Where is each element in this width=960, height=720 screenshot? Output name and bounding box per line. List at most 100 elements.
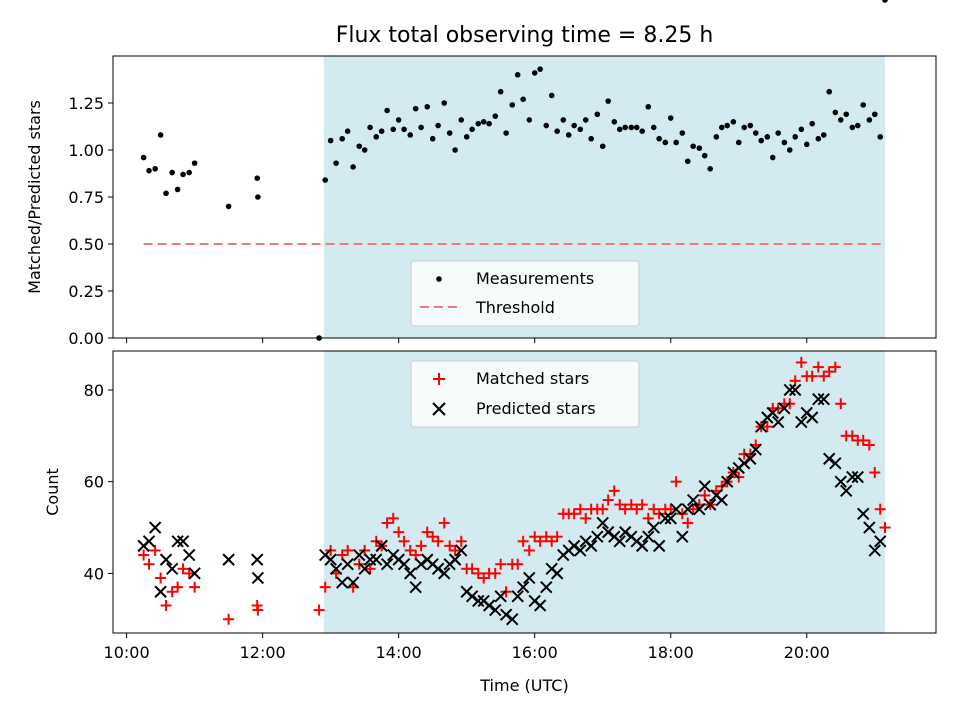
- matched-star-point: [857, 434, 869, 446]
- predicted-star-point: [482, 599, 496, 612]
- predicted-star-point: [698, 480, 711, 493]
- measurement-point: [718, 124, 725, 131]
- measurement-point: [463, 134, 470, 140]
- matched-star-point: [415, 540, 427, 552]
- predicted-star-point: [567, 539, 581, 553]
- measurement-point: [446, 130, 453, 136]
- predicted-star-point: [324, 553, 337, 566]
- measurement-point: [180, 171, 186, 178]
- measurement-point: [424, 103, 431, 110]
- measurement-point: [696, 145, 703, 151]
- predicted-star-point: [754, 420, 768, 433]
- measurement-point: [616, 126, 623, 133]
- top-panel: 0.00 0.25 0.50 0.75 1.00 1.25 Flux total obse…: [25, 0, 937, 348]
- matched-star-point: [393, 526, 405, 538]
- measurement-point: [322, 177, 329, 183]
- measurement-point: [775, 130, 782, 136]
- matched-star-point: [387, 512, 399, 524]
- measurement-point: [554, 128, 560, 134]
- predicted-star-point: [341, 558, 354, 571]
- predicted-star-point: [465, 590, 479, 603]
- legend-threshold-label: Threshold: [475, 298, 555, 317]
- legend-predicted-marker: [432, 402, 446, 416]
- matched-star-point: [183, 567, 195, 579]
- predicted-star-point: [171, 535, 184, 548]
- measurement-point: [781, 139, 788, 146]
- measurement-point: [798, 126, 805, 133]
- measurement-point: [475, 120, 482, 127]
- measurement-point: [548, 92, 555, 99]
- measurement-point: [384, 107, 390, 114]
- predicted-star-point: [431, 562, 445, 576]
- matched-star-point: [438, 517, 450, 529]
- matched-star-point: [523, 544, 535, 556]
- predicted-star-point: [222, 553, 235, 566]
- predicted-star-point: [863, 521, 876, 534]
- measurement-point: [645, 103, 652, 110]
- predicted-star-point: [596, 516, 609, 530]
- predicted-star-point: [574, 544, 587, 557]
- measurement-point: [401, 126, 407, 133]
- measurement-point: [679, 130, 686, 136]
- measurement-point: [560, 117, 567, 123]
- matched-star-point: [806, 370, 818, 382]
- predicted-star-point: [455, 544, 468, 557]
- predicted-star-point: [142, 535, 156, 548]
- predicted-star-point: [744, 452, 757, 465]
- measurement-point: [730, 119, 737, 125]
- matched-star-point: [608, 485, 620, 497]
- top-y-tick-label: 0.25: [68, 282, 104, 301]
- measurement-point: [531, 70, 538, 76]
- measurement-point: [792, 134, 799, 140]
- matched-star-point: [534, 535, 546, 547]
- measurement-point: [157, 132, 164, 138]
- predicted-star-point: [159, 553, 173, 566]
- bottom-panel: 40 60 80 10:00 12:00 14:00 16:00 18:00 20:00 Co…: [43, 350, 937, 695]
- measurement-point: [333, 160, 339, 166]
- predicted-star-point: [448, 553, 462, 566]
- bottom-y-axis-ticks: 40 60 80: [84, 381, 113, 583]
- matched-star-point: [869, 467, 881, 479]
- predicted-star-point: [823, 452, 836, 465]
- measurement-point: [140, 154, 147, 161]
- matched-star-point: [670, 476, 682, 488]
- measurement-point: [684, 158, 691, 165]
- predicted-star-point: [358, 562, 371, 576]
- predicted-star-point: [846, 470, 859, 484]
- matched-star-point: [823, 366, 835, 378]
- predicted-star-point: [647, 521, 660, 534]
- measurement-point: [758, 137, 764, 144]
- matched-star-point: [160, 599, 172, 611]
- measurement-point: [588, 135, 594, 142]
- top-y-tick-label: 0.50: [68, 235, 104, 254]
- matched-star-point: [489, 567, 501, 579]
- predicted-star-point: [703, 498, 717, 511]
- bottom-y-tick-label: 80: [84, 381, 104, 400]
- measurement-point: [724, 122, 730, 129]
- predicted-star-point: [771, 415, 785, 429]
- top-y-tick-label: 1.25: [68, 94, 104, 113]
- matched-star-point: [795, 356, 807, 368]
- measurement-point: [395, 117, 402, 123]
- predicted-star-point: [812, 392, 825, 406]
- predicted-star-point: [601, 525, 615, 539]
- predicted-star-point: [414, 558, 428, 571]
- legend-measurements-label: Measurements: [476, 269, 594, 288]
- predicted-star-point: [874, 535, 887, 548]
- matched-star-point: [653, 508, 665, 520]
- predicted-star-point: [720, 475, 734, 488]
- top-y-tick-label: 0.00: [68, 329, 104, 348]
- matched-star-point: [619, 503, 631, 515]
- predicted-star-point: [516, 580, 530, 594]
- measurement-point: [367, 124, 373, 131]
- predicted-star-point: [613, 535, 626, 548]
- matched-star-point: [874, 503, 886, 515]
- measurement-point: [255, 194, 261, 200]
- measurement-point: [854, 122, 861, 129]
- matched-star-point: [138, 549, 150, 561]
- measurement-point: [713, 134, 720, 140]
- measurement-point: [390, 126, 397, 133]
- measurement-point: [622, 124, 628, 131]
- predicted-star-point: [353, 548, 366, 562]
